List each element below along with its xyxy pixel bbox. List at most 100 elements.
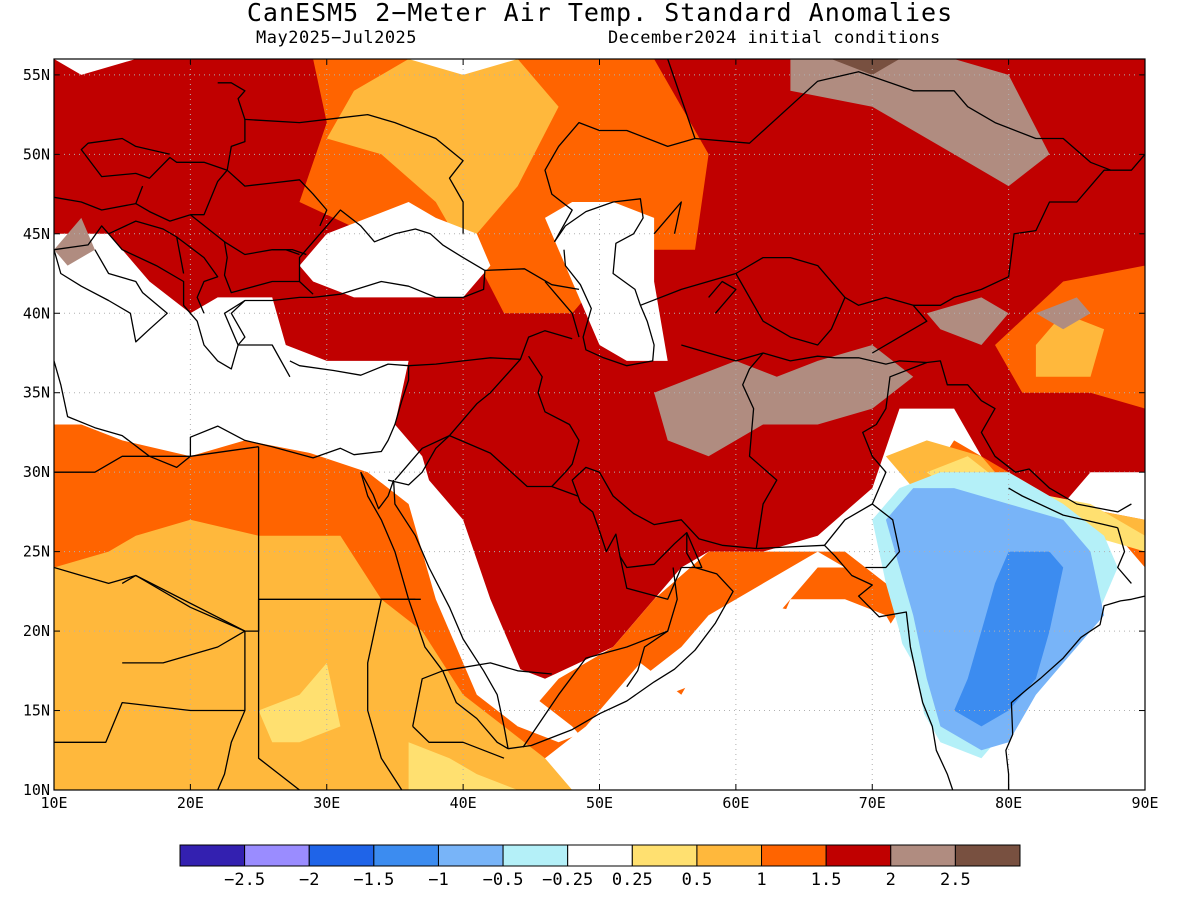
lon-tick-label: 80E: [995, 794, 1022, 812]
colorbar-labels: −2.5 −2 −1.5 −1 −0.5 −0.25 0.25 0.5 1 1.5 2 2.5: [224, 870, 971, 890]
lon-tick-label: 70E: [859, 794, 886, 812]
coastline: [681, 344, 764, 362]
coastline: [640, 272, 737, 306]
colorbar-label: −0.5: [483, 870, 524, 890]
anomaly-region: [54, 59, 136, 75]
coastline: [412, 670, 443, 727]
colorbar-swatch: [567, 844, 633, 867]
coastline: [408, 330, 573, 367]
anomaly-region: [1035, 313, 1105, 377]
colorbar-label: 2.5: [940, 870, 971, 890]
coastline: [360, 471, 395, 510]
anomaly-region: [408, 59, 518, 75]
coastline: [387, 435, 450, 486]
lat-tick-label: 25N: [23, 543, 50, 561]
anomaly-region: [1035, 297, 1091, 330]
coastline: [367, 599, 403, 790]
lat-tick-label: 30N: [23, 463, 50, 481]
coastline: [135, 169, 228, 222]
coastline: [442, 662, 552, 675]
colorbar-label: −0.25: [542, 870, 593, 890]
coastline: [1005, 595, 1145, 790]
latitude-labels: 10N 15N 20N 25N 30N 35N 40N 45N 50N 55N: [23, 66, 50, 799]
anomaly-region: [258, 662, 341, 743]
coastline: [224, 241, 307, 256]
coastline: [54, 249, 168, 343]
coastline: [257, 599, 300, 790]
colorbar-label: −2: [299, 870, 319, 890]
colorbar-label: 2: [886, 870, 896, 890]
colorbar-label: −1: [428, 870, 448, 890]
colorbar-swatch: [308, 844, 375, 867]
anomaly-region: [926, 297, 1009, 345]
lat-tick-label: 45N: [23, 225, 50, 243]
anomaly-region: [654, 345, 914, 457]
colorbar-swatch: [179, 844, 246, 867]
coastline: [667, 59, 1112, 171]
axis-ticks: [53, 59, 1146, 791]
coastline: [528, 355, 580, 487]
lat-tick-label: 15N: [23, 702, 50, 720]
coastline: [108, 220, 185, 274]
coastline: [223, 209, 486, 378]
anomaly-region: [408, 742, 518, 790]
coastline: [626, 630, 669, 688]
lat-tick-label: 20N: [23, 622, 50, 640]
coastline: [80, 119, 246, 179]
colorbar-swatch: [954, 844, 1021, 867]
coastline: [360, 472, 509, 750]
anomaly-region: [545, 202, 668, 361]
coastline: [54, 196, 136, 211]
colorbar-swatch: [825, 844, 892, 867]
map-title: CanESM5 2−Meter Air Temp. Standard Anoma…: [246, 0, 954, 27]
coastline: [735, 256, 928, 354]
anomaly-region: [54, 281, 395, 457]
anomaly-region: [299, 202, 491, 298]
coastline: [823, 361, 928, 546]
coastline: [522, 567, 678, 748]
forecast-period: May2025−Jul2025: [256, 28, 418, 48]
coastline: [394, 358, 521, 481]
coastline: [508, 466, 954, 790]
colorbar-label: −1.5: [353, 870, 394, 890]
lat-tick-label: 50N: [23, 145, 50, 163]
coastline: [544, 281, 580, 338]
coastline: [412, 725, 505, 759]
colorbar-swatch: [244, 844, 310, 867]
coastline: [653, 201, 682, 235]
coastline: [619, 556, 682, 600]
colorbar-label: 0.5: [682, 870, 713, 890]
coastline: [226, 169, 328, 227]
coastline: [392, 480, 509, 749]
colorbar-label: 1: [756, 870, 766, 890]
coastline: [176, 236, 219, 314]
coastline: [553, 198, 655, 367]
coastline: [484, 268, 580, 291]
colorbar-swatch: [696, 844, 763, 867]
colorbar-swatch: [373, 844, 439, 867]
coastline: [54, 701, 245, 743]
colorbar-swatch: [631, 844, 698, 867]
colorbar-label: 1.5: [811, 870, 842, 890]
colorbar: [179, 844, 1021, 867]
colorbar-label: 0.25: [612, 870, 653, 890]
colorbar-swatch: [890, 844, 956, 867]
anomaly-region: [54, 519, 573, 790]
coastline: [544, 121, 696, 243]
colorbar-swatch: [437, 844, 504, 867]
lat-tick-label: 10N: [23, 781, 50, 799]
coastline: [865, 503, 901, 569]
lon-tick-label: 30E: [313, 794, 340, 812]
anomaly-region: [408, 456, 845, 759]
anomaly-region: [831, 59, 900, 75]
anomaly-region: [763, 599, 941, 790]
coastline: [1117, 527, 1132, 584]
coastline: [54, 225, 246, 370]
coastline: [217, 82, 464, 234]
lat-tick-label: 40N: [23, 304, 50, 322]
lon-tick-label: 40E: [450, 794, 477, 812]
anomaly-region: [1008, 599, 1145, 790]
coastline: [742, 352, 1132, 549]
coastline: [54, 360, 410, 469]
